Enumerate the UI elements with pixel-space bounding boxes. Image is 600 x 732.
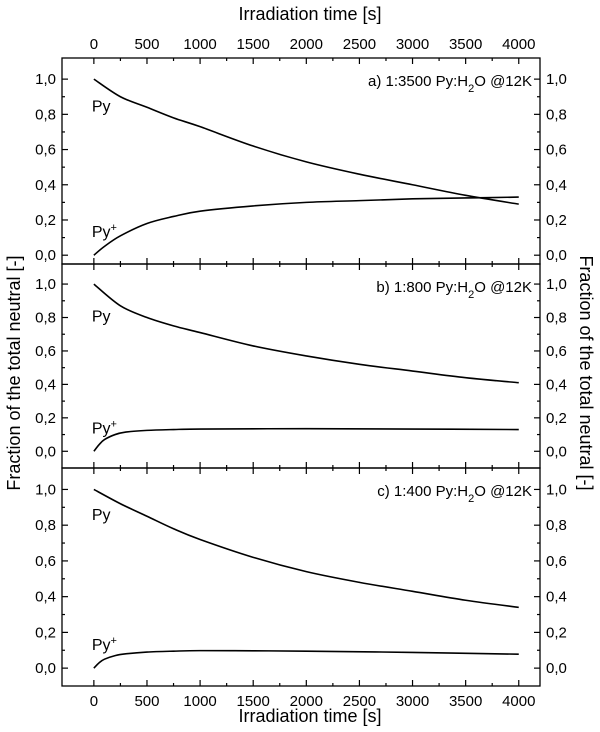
top-x-tick-label: 2000	[290, 36, 323, 53]
top-x-tick-label: 1000	[183, 36, 216, 53]
left-y-tick-label: 0,4	[35, 589, 56, 606]
bottom-x-tick-label: 500	[134, 693, 159, 710]
left-y-tick-label: 0,2	[35, 410, 56, 427]
top-x-tick-label: 1500	[237, 36, 270, 53]
right-y-tick-label: 0,4	[546, 177, 567, 194]
panel-label: b) 1:800 Py:H2O @12K	[376, 279, 532, 301]
left-y-tick-label: 0,0	[35, 443, 56, 460]
right-y-tick-label: 0,8	[546, 106, 567, 123]
right-y-tick-label: 0,4	[546, 376, 567, 393]
panel-label: a) 1:3500 Py:H2O @12K	[368, 73, 532, 95]
right-y-tick-label: 0,0	[546, 443, 567, 460]
right-y-tick-label: 0,8	[546, 310, 567, 327]
bottom-x-tick-label: 1000	[183, 693, 216, 710]
left-y-tick-label: 0,2	[35, 624, 56, 641]
right-y-tick-label: 0,8	[546, 517, 567, 534]
left-y-tick-label: 0,8	[35, 517, 56, 534]
bottom-x-tick-label: 2500	[343, 693, 376, 710]
top-x-tick-label: 3000	[396, 36, 429, 53]
right-y-axis-title: Fraction of the total neutral [-]	[576, 255, 596, 490]
right-y-tick-label: 1,0	[546, 276, 567, 293]
bottom-x-axis-title: Irradiation time [s]	[238, 706, 381, 726]
bottom-x-tick-label: 3000	[396, 693, 429, 710]
left-y-tick-label: 0,4	[35, 376, 56, 393]
pyplus-curve	[93, 196, 519, 256]
left-y-tick-label: 0,6	[35, 553, 56, 570]
panel-label: c) 1:400 Py:H2O @12K	[377, 483, 532, 505]
right-y-tick-label: 0,0	[546, 660, 567, 677]
py-curve	[93, 488, 519, 609]
plot-layer: 0 0 500 500 1000 1000 1500 1500 2000 2000 2500 2500…	[35, 36, 567, 710]
left-y-tick-label: 1,0	[35, 276, 56, 293]
right-y-tick-label: 0,0	[546, 247, 567, 264]
bottom-x-tick-label: 2000	[290, 693, 323, 710]
top-x-tick-label: 0	[90, 36, 98, 53]
top-x-tick-label: 500	[134, 36, 159, 53]
left-y-tick-label: 0,8	[35, 106, 56, 123]
right-y-tick-label: 0,4	[546, 589, 567, 606]
left-y-tick-label: 0,6	[35, 142, 56, 159]
bottom-x-tick-label: 3500	[449, 693, 482, 710]
py-series-label: Py	[92, 98, 111, 115]
left-y-tick-label: 0,6	[35, 343, 56, 360]
pyplus-series-label: Py+	[92, 635, 117, 654]
right-y-tick-label: 1,0	[546, 481, 567, 498]
panel-a: 0,0 0,0 0,2 0,2 0,4 0,4 0,6 0,6 0,8 0,8 1,0 1,0 a) 1…	[35, 57, 567, 265]
left-y-tick-label: 0,0	[35, 660, 56, 677]
left-y-tick-label: 0,2	[35, 212, 56, 229]
right-y-tick-label: 0,6	[546, 553, 567, 570]
top-x-tick-label: 4000	[502, 36, 535, 53]
bottom-x-tick-label: 4000	[502, 693, 535, 710]
top-x-tick-label: 3500	[449, 36, 482, 53]
pyplus-series-label: Py+	[92, 418, 117, 437]
left-y-tick-label: 0,0	[35, 247, 56, 264]
py-curve	[93, 283, 519, 384]
pyplus-curve	[93, 649, 519, 669]
left-y-tick-label: 0,4	[35, 177, 56, 194]
left-y-tick-label: 0,8	[35, 310, 56, 327]
right-y-tick-label: 0,6	[546, 343, 567, 360]
bottom-x-tick-label: 0	[90, 693, 98, 710]
panel-c: 0,0 0,0 0,2 0,2 0,4 0,4 0,6 0,6 0,8 0,8 1,0 1,0 c) 1…	[35, 467, 567, 687]
py-series-label: Py	[92, 309, 111, 326]
right-y-tick-label: 1,0	[546, 71, 567, 88]
pyplus-curve	[93, 427, 519, 452]
py-series-label: Py	[92, 507, 111, 524]
right-y-tick-label: 0,2	[546, 410, 567, 427]
right-y-tick-label: 0,2	[546, 212, 567, 229]
pyplus-series-label: Py+	[92, 222, 117, 241]
panel-frame	[61, 467, 541, 687]
top-x-axis-title: Irradiation time [s]	[238, 4, 381, 24]
left-y-axis-title: Fraction of the total neutral [-]	[4, 255, 24, 490]
left-y-tick-label: 1,0	[35, 481, 56, 498]
panel-b: 0,0 0,0 0,2 0,2 0,4 0,4 0,6 0,6 0,8 0,8 1,0 1,0 b) 1…	[35, 263, 567, 469]
bottom-x-tick-label: 1500	[237, 693, 270, 710]
py-curve	[93, 78, 519, 205]
right-y-tick-label: 0,6	[546, 142, 567, 159]
top-x-tick-label: 2500	[343, 36, 376, 53]
right-y-tick-label: 0,2	[546, 624, 567, 641]
left-y-tick-label: 1,0	[35, 71, 56, 88]
